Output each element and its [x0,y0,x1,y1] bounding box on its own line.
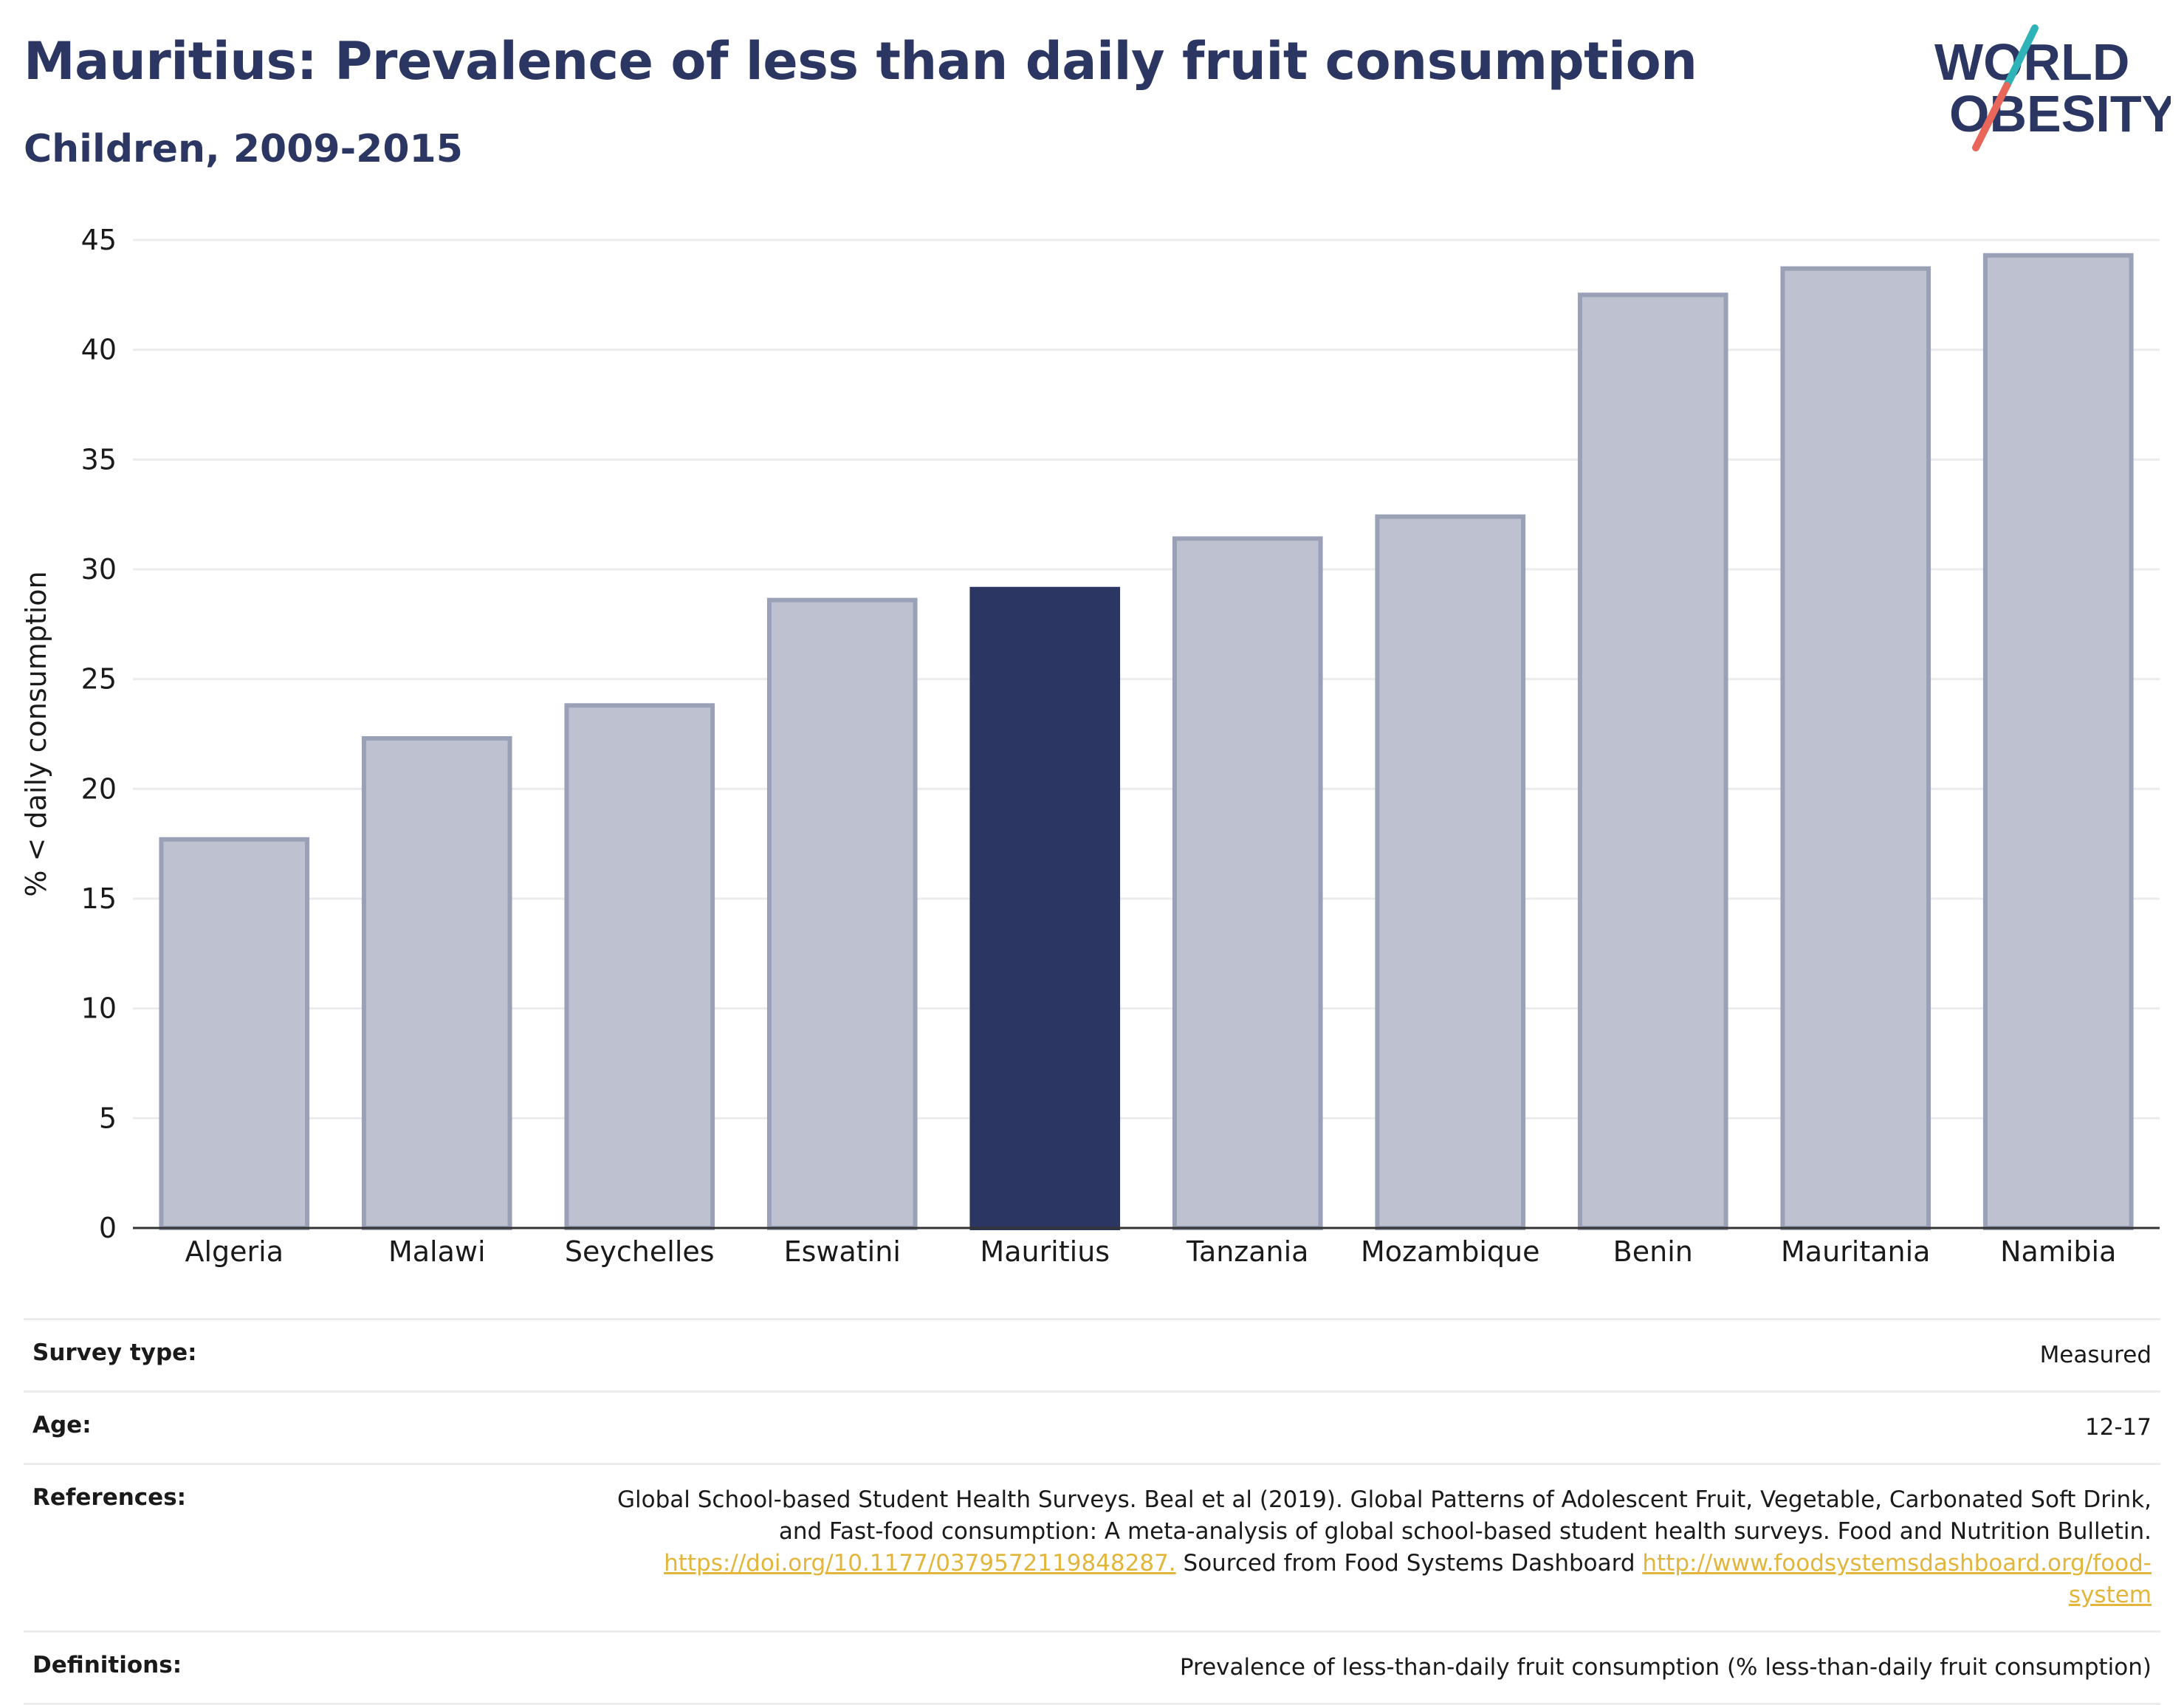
page-title: Mauritius: Prevalence of less than daily… [24,31,1697,92]
y-tick-label: 5 [99,1102,117,1134]
bars [159,253,2134,1231]
y-axis-label: % < daily consumption [20,571,52,896]
bar-eswatini [766,597,918,1230]
bar-algeria [159,837,310,1230]
y-tick-label: 35 [81,443,117,476]
references-value: Global School-based Student Health Surve… [586,1484,2152,1611]
y-tick-label: 0 [99,1212,117,1244]
bar-namibia [1982,253,2134,1230]
world-obesity-logo: WORLD OBESITY [1934,24,2171,151]
x-tick-label: Mauritania [1781,1235,1930,1268]
x-tick-label: Benin [1613,1235,1693,1268]
definitions-label: Definitions: [32,1652,182,1678]
bar-seychelles [564,703,715,1230]
bar-mauritius [969,586,1121,1230]
bar-tanzania [1172,536,1323,1230]
references-text-2: Sourced from Food Systems Dashboard [1183,1550,1635,1577]
age-value: 12-17 [2084,1414,2152,1441]
x-tick-label: Algeria [185,1235,284,1268]
x-axis-labels: Algeria Malawi Seychelles Eswatini Mauritius… [185,1235,2116,1268]
bar-mozambique [1375,514,1526,1230]
logo-slash-bottom [1972,82,2010,151]
info-table: Survey type: Measured Age: 12-17 Referen… [24,1318,2160,1705]
bar-mauritania [1780,266,1931,1231]
survey-type-label: Survey type: [32,1339,197,1366]
survey-type-row: Survey type: Measured [24,1318,2160,1390]
page-subtitle: Children, 2009-2015 [24,127,463,171]
logo-line1: WORLD [1934,33,2129,91]
age-row: Age: 12-17 [24,1390,2160,1463]
y-axis-ticks: 0 5 10 15 20 25 30 35 40 45 [81,224,117,1244]
x-tick-label: Eswatini [784,1235,901,1268]
food-systems-link[interactable]: http://www.foodsystemsdashboard.org/food… [1642,1550,2152,1608]
references-text-1: Global School-based Student Health Surve… [617,1486,2152,1545]
x-tick-label: Mozambique [1361,1235,1540,1268]
bar-malawi [361,735,512,1230]
y-tick-label: 15 [81,882,117,915]
y-tick-label: 20 [81,772,117,805]
logo-slash-top [2003,24,2039,89]
x-tick-label: Malawi [388,1235,486,1268]
definitions-value: Prevalence of less-than-daily fruit cons… [1179,1654,2152,1681]
survey-type-value: Measured [2039,1342,2152,1368]
doi-link[interactable]: https://doi.org/10.1177/0379572119848287… [664,1550,1176,1577]
age-label: Age: [32,1412,92,1438]
x-tick-label: Seychelles [565,1235,715,1268]
x-tick-label: Mauritius [980,1235,1110,1268]
y-tick-label: 30 [81,553,117,586]
y-tick-label: 45 [81,224,117,256]
bar-chart: 0 5 10 15 20 25 30 35 40 45 Algeria Malawi Seychell… [20,224,2160,1268]
y-tick-label: 10 [81,992,117,1025]
references-row: References: Global School-based Student … [24,1463,2160,1630]
x-tick-label: Tanzania [1186,1235,1308,1268]
x-tick-label: Namibia [2000,1235,2116,1268]
y-tick-label: 25 [81,663,117,696]
definitions-row: Definitions: Prevalence of less-than-dai… [24,1630,2160,1705]
bar-benin [1577,292,1728,1230]
y-tick-label: 40 [81,334,117,366]
references-label: References: [32,1484,187,1511]
